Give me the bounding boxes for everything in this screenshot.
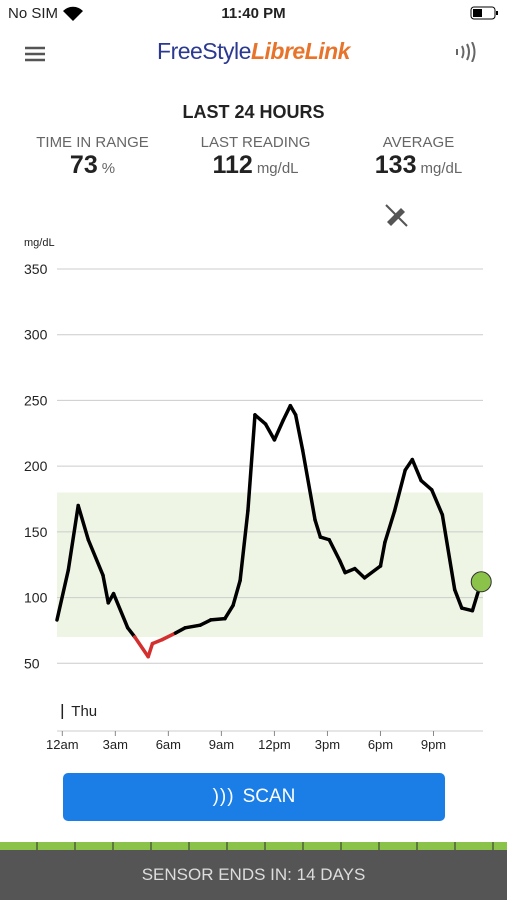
stat: AVERAGE 133 mg/dL xyxy=(334,134,503,180)
glucose-line xyxy=(223,603,235,621)
glucose-line xyxy=(55,568,71,622)
logo: FreeStyleLibreLink xyxy=(0,38,507,65)
x-tick-label: 3am xyxy=(103,737,128,752)
stat-unit: mg/dL xyxy=(256,160,299,177)
glucose-line xyxy=(146,641,155,659)
glucose-line xyxy=(378,540,387,568)
glucose-line xyxy=(288,403,298,417)
x-tick-label: 9pm xyxy=(421,737,446,752)
y-tick-label: 350 xyxy=(24,261,48,277)
day-label: Thu xyxy=(71,703,97,720)
stat-label: AVERAGE xyxy=(382,134,455,151)
stat: LAST READING 112 mg/dL xyxy=(171,134,340,180)
target-range xyxy=(57,492,483,637)
glucose-line xyxy=(198,618,213,627)
brand-2: LibreLink xyxy=(250,38,351,64)
glucose-line xyxy=(327,537,342,563)
glucose-line xyxy=(111,591,130,630)
glucose-line xyxy=(238,509,250,583)
stat-value: 112 xyxy=(212,151,253,179)
glucose-line xyxy=(253,413,268,426)
x-tick-label: 3pm xyxy=(315,737,340,752)
glucose-line xyxy=(125,626,137,639)
x-tick-label: 12am xyxy=(46,737,79,752)
pen-icon xyxy=(385,204,408,227)
stat-value: 73 xyxy=(69,151,98,179)
menu-button[interactable] xyxy=(24,45,46,63)
y-tick-label: 200 xyxy=(24,458,48,474)
battery-icon xyxy=(470,6,498,20)
glucose-line xyxy=(362,564,383,580)
stat-unit: mg/dL xyxy=(420,160,463,177)
glucose-line xyxy=(440,513,457,592)
x-tick-label: 6am xyxy=(156,737,181,752)
glucose-line xyxy=(300,448,317,522)
glucose-line xyxy=(392,468,407,513)
scan-label: SCAN xyxy=(242,786,296,807)
glucose-line xyxy=(410,457,423,483)
y-axis-label: mg/dL xyxy=(24,237,55,249)
glucose-line xyxy=(353,566,367,580)
y-tick-label: 150 xyxy=(24,524,48,540)
sensor-progress xyxy=(0,842,507,850)
glucose-line xyxy=(231,578,242,608)
scan-button[interactable]: ))) SCAN xyxy=(63,773,445,821)
carrier: No SIM xyxy=(8,5,59,22)
stat-unit: % xyxy=(101,160,116,177)
brand-1: FreeStyle xyxy=(157,38,251,64)
glucose-chart: mg/dL 50 100 150 200 250 300 350 12am 3am 6am 9am 12… xyxy=(24,237,492,752)
glucose-line xyxy=(338,559,347,575)
summary-title: LAST 24 HOURS xyxy=(182,102,325,122)
x-tick-label: 9am xyxy=(209,737,234,752)
scan-icon[interactable] xyxy=(454,42,478,62)
glucose-line xyxy=(173,626,187,635)
glucose-line xyxy=(133,635,150,659)
glucose-line xyxy=(313,518,323,539)
time: 11:40 PM xyxy=(221,5,286,22)
stat-label: LAST READING xyxy=(200,134,311,151)
glucose-line xyxy=(452,587,464,610)
x-tick-label: 6pm xyxy=(368,737,393,752)
glucose-line xyxy=(429,488,445,517)
current-reading xyxy=(470,571,492,593)
glucose-line xyxy=(419,478,434,492)
stat: TIME IN RANGE 73% xyxy=(8,134,177,180)
footer: SENSOR ENDS IN: 14 DAYS xyxy=(0,850,507,900)
glucose-line xyxy=(160,631,178,642)
y-tick-label: 50 xyxy=(24,655,40,671)
glucose-line xyxy=(403,457,415,472)
glucose-line xyxy=(293,413,305,453)
stat-value: 133 xyxy=(374,151,417,179)
glucose-line xyxy=(86,537,105,577)
glucose-line xyxy=(281,403,293,422)
glucose-line xyxy=(183,623,202,630)
y-tick-label: 300 xyxy=(24,327,48,343)
glucose-line xyxy=(272,418,286,442)
stat-label: TIME IN RANGE xyxy=(36,134,149,151)
glucose-line xyxy=(101,573,111,605)
glucose-line xyxy=(263,422,277,442)
glucose-line xyxy=(76,503,91,542)
y-tick-label: 250 xyxy=(24,392,48,408)
y-tick-label: 100 xyxy=(24,590,48,606)
glucose-line xyxy=(246,413,257,513)
glucose-line xyxy=(209,616,227,622)
glucose-line xyxy=(66,503,80,572)
wifi-icon xyxy=(63,6,83,21)
x-tick-label: 12pm xyxy=(258,737,291,752)
glucose-line xyxy=(460,606,475,613)
glucose-line xyxy=(383,509,397,545)
